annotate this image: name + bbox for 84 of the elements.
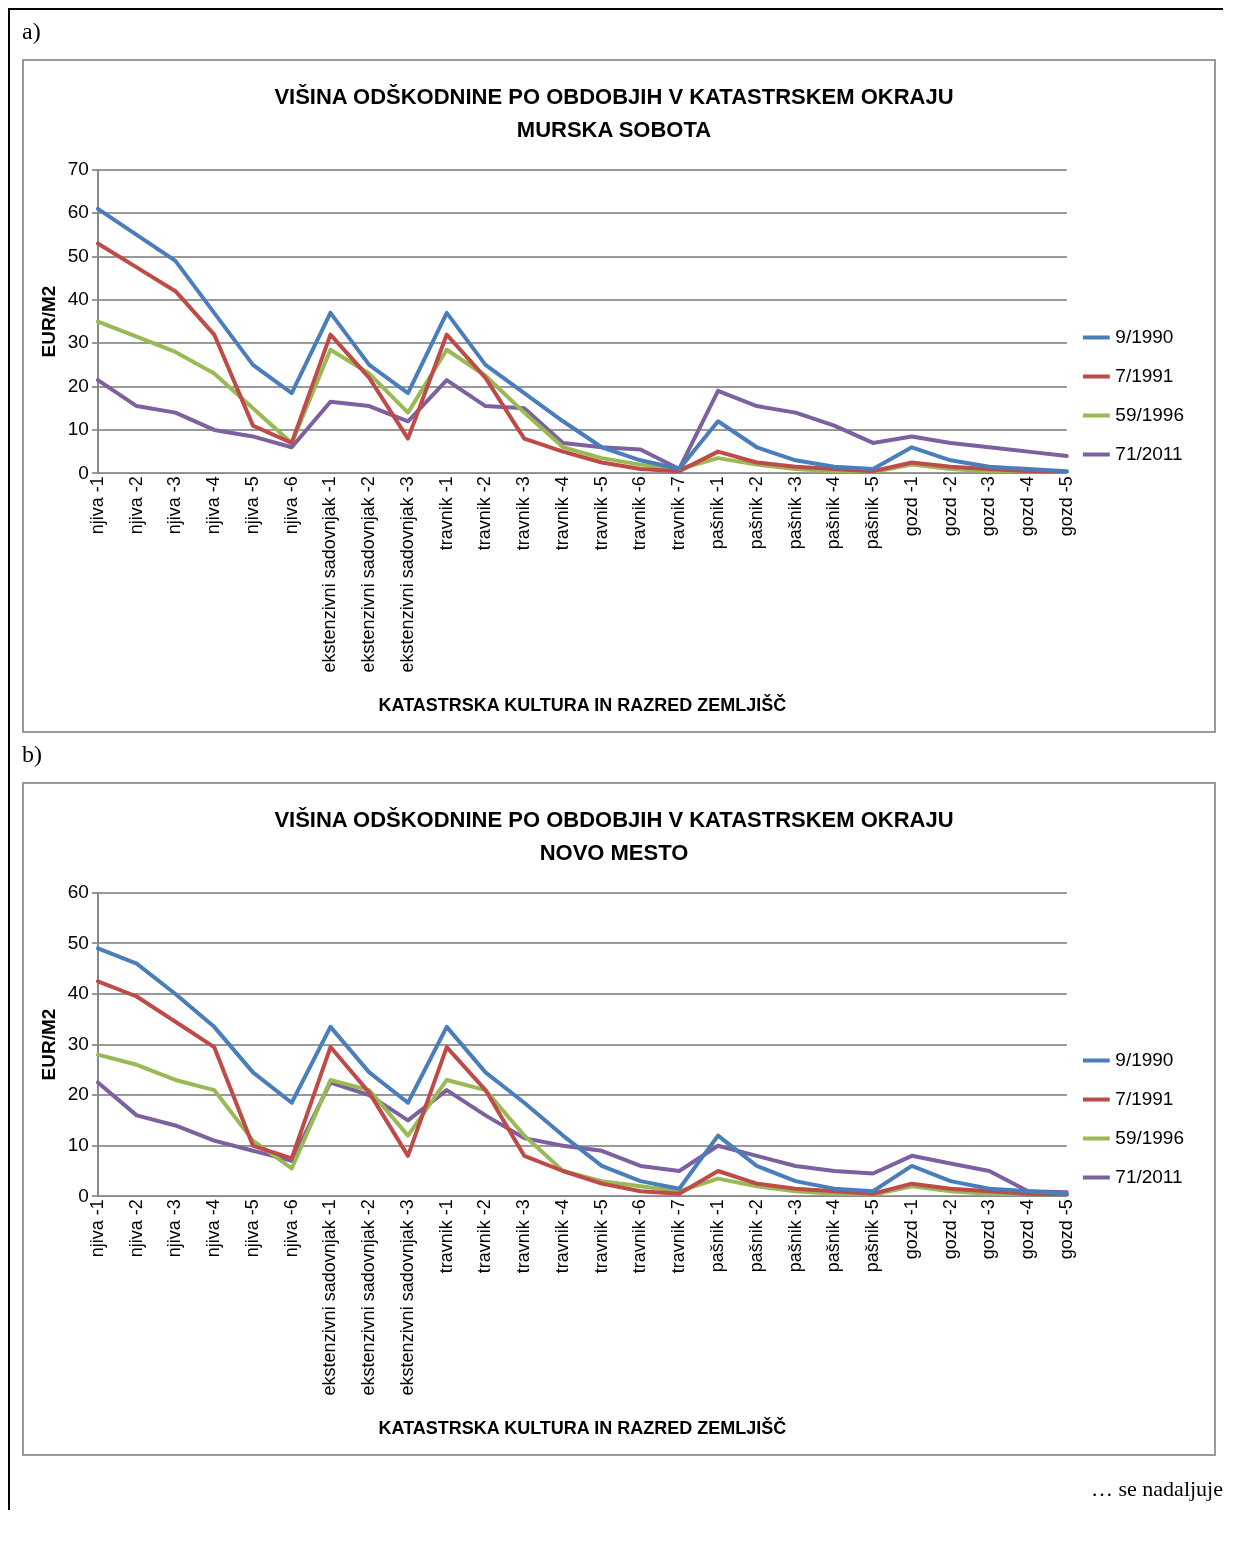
x-tick-label: pašnik -5 [862, 476, 883, 550]
y-tick-label: 40 [67, 288, 89, 310]
x-tick-label: travnik -3 [513, 1199, 534, 1274]
chart-subtitle: NOVO MESTO [539, 839, 689, 865]
text: … se nadaljuje [1090, 1475, 1223, 1503]
x-tick-label: ekstenzivni sadovnjak -2 [358, 1199, 379, 1396]
x-tick-label: njiva -5 [241, 1199, 262, 1258]
x-tick-label: pašnik -3 [784, 476, 805, 550]
x-tick-label: njiva -2 [125, 476, 146, 535]
x-tick-label: ekstenzivni sadovnjak -1 [319, 476, 340, 673]
x-tick-label: gozd -3 [978, 476, 999, 537]
y-tick-label: 20 [67, 374, 89, 396]
x-tick-label: pašnik -2 [745, 476, 766, 550]
legend-label: 9/1990 [1115, 325, 1174, 347]
x-tick-label: gozd -1 [900, 1199, 921, 1260]
x-tick-label: travnik -1 [435, 1199, 456, 1274]
x-tick-label: travnik -7 [668, 476, 689, 551]
x-tick-label: gozd -2 [939, 1199, 960, 1260]
x-tick-label: ekstenzivni sadovnjak -2 [358, 476, 379, 673]
chart-title: VIŠINA ODŠKODNINE PO OBDOBJIH V KATASTRSKEM OKRAJU [274, 84, 954, 110]
x-axis-title: KATASTRSKA KULTURA IN RAZRED ZEMLJIŠČ [378, 694, 787, 716]
y-tick-label: 70 [67, 158, 89, 180]
x-tick-label: travnik -3 [513, 476, 534, 551]
x-tick-label: travnik -6 [629, 476, 650, 551]
y-tick-label: 10 [67, 1133, 89, 1155]
x-tick-label: gozd -4 [1017, 476, 1038, 537]
x-tick-label: travnik -4 [551, 476, 572, 551]
x-tick-label: njiva -6 [280, 476, 301, 535]
x-tick-label: ekstenzivni sadovnjak -3 [396, 1199, 417, 1396]
x-tick-label: njiva -6 [280, 1199, 301, 1258]
y-tick-label: 60 [67, 881, 89, 903]
x-tick-label: pašnik -2 [745, 1199, 766, 1273]
x-axis-title: KATASTRSKA KULTURA IN RAZRED ZEMLJIŠČ [378, 1417, 787, 1439]
x-tick-label: njiva -4 [203, 476, 224, 535]
legend-label: 71/2011 [1115, 1165, 1183, 1187]
x-tick-label: njiva -3 [164, 1199, 185, 1258]
x-tick-label: gozd -2 [939, 476, 960, 537]
y-tick-label: 20 [67, 1083, 89, 1105]
x-tick-label: travnik -2 [474, 476, 495, 551]
x-tick-label: pašnik -3 [784, 1199, 805, 1273]
y-tick-label: 30 [67, 1032, 89, 1054]
x-tick-label: travnik -1 [435, 476, 456, 551]
x-tick-label: travnik -6 [629, 1199, 650, 1274]
chart-title: VIŠINA ODŠKODNINE PO OBDOBJIH V KATASTRSKEM OKRAJU [274, 807, 954, 833]
y-tick-label: 10 [67, 418, 89, 440]
text: a) [22, 17, 42, 46]
x-tick-label: pašnik -1 [706, 1199, 727, 1273]
x-tick-label: travnik -5 [590, 1199, 611, 1274]
x-tick-label: travnik -7 [668, 1199, 689, 1274]
y-tick-label: 50 [67, 244, 89, 266]
y-axis-title: EUR/M2 [37, 285, 59, 358]
x-tick-label: ekstenzivni sadovnjak -3 [396, 476, 417, 673]
y-tick-label: 0 [78, 461, 89, 483]
x-tick-label: njiva -2 [125, 1199, 146, 1258]
x-tick-label: njiva -4 [203, 1199, 224, 1258]
y-tick-label: 50 [67, 931, 89, 953]
x-tick-label: pašnik -4 [823, 476, 844, 550]
y-axis-title: EUR/M2 [37, 1008, 59, 1081]
x-tick-label: ekstenzivni sadovnjak -1 [319, 1199, 340, 1396]
legend-label: 9/1990 [1115, 1048, 1174, 1070]
x-tick-label: pašnik -5 [862, 1199, 883, 1273]
legend-label: 59/1996 [1115, 403, 1185, 425]
x-tick-label: njiva -5 [241, 476, 262, 535]
legend-label: 59/1996 [1115, 1126, 1185, 1148]
legend-label: 7/1991 [1115, 364, 1174, 386]
x-tick-label: gozd -5 [1055, 476, 1076, 537]
chart-subtitle: MURSKA SOBOTA [516, 116, 712, 142]
x-tick-label: gozd -1 [900, 476, 921, 537]
legend-label: 7/1991 [1115, 1087, 1174, 1109]
text: b) [22, 740, 43, 769]
x-tick-label: gozd -5 [1055, 1199, 1076, 1260]
x-tick-label: travnik -5 [590, 476, 611, 551]
y-tick-label: 0 [78, 1184, 89, 1206]
y-tick-label: 30 [67, 331, 89, 353]
x-tick-label: pašnik -4 [823, 1199, 844, 1273]
x-tick-label: gozd -4 [1017, 1199, 1038, 1260]
legend-label: 71/2011 [1115, 442, 1183, 464]
y-tick-label: 60 [67, 201, 89, 223]
x-tick-label: travnik -4 [551, 1199, 572, 1274]
x-tick-label: pašnik -1 [706, 476, 727, 550]
x-tick-label: travnik -2 [474, 1199, 495, 1274]
x-tick-label: njiva -3 [164, 476, 185, 535]
y-tick-label: 40 [67, 982, 89, 1004]
x-tick-label: gozd -3 [978, 1199, 999, 1260]
